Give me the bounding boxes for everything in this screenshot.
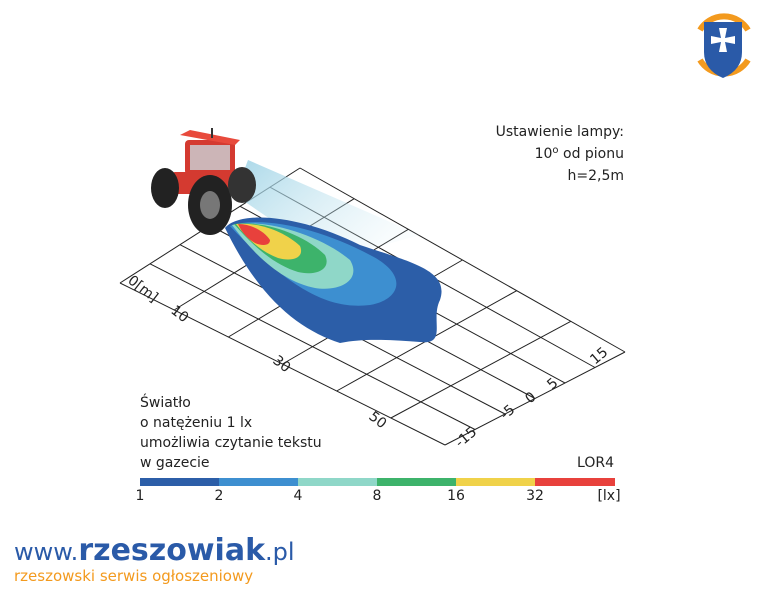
note-line: Światło (140, 393, 191, 411)
setting-angle: 10o od pionu (535, 145, 624, 162)
grid-line (119, 282, 446, 446)
logo-icon (697, 13, 751, 78)
scale-label: 1 (136, 488, 145, 504)
grid-line (299, 167, 626, 353)
scale-label: 2 (215, 488, 224, 504)
setting-height: h=2,5m (567, 168, 624, 184)
scale-labels: 1 2 4 8 16 32 (136, 488, 544, 504)
scale-label: 16 (447, 488, 465, 504)
scale-label: 4 (294, 488, 303, 504)
footer-www: www. (14, 538, 78, 566)
scale-label: 8 (373, 488, 382, 504)
angle-rest: od pionu (559, 146, 624, 162)
footer-brand: rzeszowiak (78, 533, 266, 568)
model-name: LOR4 (577, 455, 614, 471)
footer-tld: .pl (265, 538, 295, 566)
distance-label: 30 (270, 353, 294, 377)
light-field (225, 217, 442, 343)
footer-tagline: rzeszowski serwis ogłoszeniowy (14, 567, 253, 585)
distance-label: 50 (366, 409, 390, 433)
grid-line (149, 263, 476, 430)
note-line: w gazecie (140, 455, 210, 471)
angle-value: 10 (535, 146, 553, 162)
scale-unit: [lx] (597, 488, 620, 504)
note-line: o natężeniu 1 lx (140, 415, 252, 431)
light-beam (235, 160, 420, 260)
distance-label: 10 (168, 303, 192, 327)
lateral-label: 15 (587, 344, 611, 368)
lateral-label: -15 (452, 424, 480, 451)
setting-title: Ustawienie lampy: (496, 124, 624, 140)
footer-url: www.rzeszowiak.pl (14, 533, 295, 568)
scale-label: 32 (526, 488, 544, 504)
angle-sign: o (552, 145, 558, 156)
color-scale (140, 478, 615, 486)
lateral-label: -5 (497, 402, 518, 423)
lateral-label: 5 (544, 375, 561, 393)
tractor (151, 128, 256, 235)
note-line: umożliwia czytanie tekstu (140, 435, 322, 451)
